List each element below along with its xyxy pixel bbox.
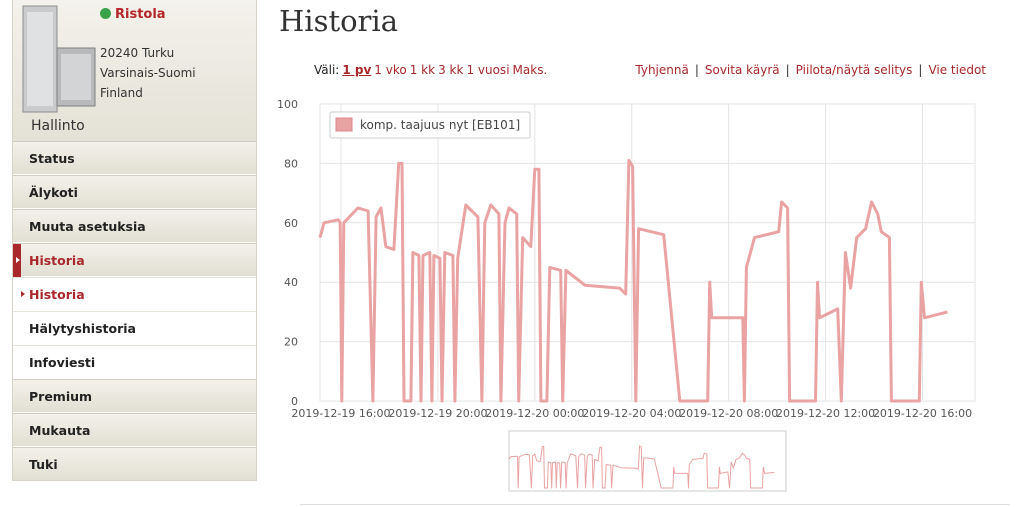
menu-item[interactable]: Historia xyxy=(13,243,256,277)
action-link[interactable]: Vie tiedot xyxy=(928,63,986,77)
range-option[interactable]: 1 pv xyxy=(342,63,372,77)
sidebar: Ristola 20240 Turku Varsinais-Suomi Finl… xyxy=(12,0,257,481)
data-line xyxy=(318,158,948,403)
y-tick-label: 80 xyxy=(284,157,298,170)
pump-image xyxy=(22,5,96,113)
menu-item[interactable]: Tuki xyxy=(13,447,256,480)
x-tick-label: 2019-12-20 00:00 xyxy=(485,407,584,420)
address-line: Varsinais-Suomi xyxy=(100,66,196,80)
address-line: Finland xyxy=(100,86,143,100)
action-link[interactable]: Sovita käyrä xyxy=(704,63,780,77)
menu-item[interactable]: Premium xyxy=(13,379,256,412)
y-tick-label: 40 xyxy=(284,276,298,289)
action-link[interactable]: Tyhjennä xyxy=(635,63,689,77)
caption: Hallinto xyxy=(31,118,85,134)
range-option[interactable]: 3 kk xyxy=(438,63,464,77)
x-tick-label: 2019-12-20 12:00 xyxy=(776,407,875,420)
menu-item[interactable]: Mukauta xyxy=(13,413,256,446)
actions: Tyhjennä | Sovita käyrä | Piilota/näytä seli… xyxy=(635,63,986,77)
address-line: 20240 Turku xyxy=(100,46,175,60)
x-tick-label: 2019-12-19 20:00 xyxy=(388,407,487,420)
range-option[interactable]: 1 vko xyxy=(374,63,407,77)
y-tick-label: 20 xyxy=(284,336,298,349)
range-selector: Väli: 1 pv 1 vko 1 kk 3 kk 1 vuosi Maks. xyxy=(314,63,547,77)
y-tick-label: 100 xyxy=(277,98,298,111)
x-tick-label: 2019-12-20 08:00 xyxy=(679,407,778,420)
menu-item[interactable]: Hälytyshistoria xyxy=(13,311,256,344)
range-option[interactable]: Maks. xyxy=(512,63,548,77)
action-link[interactable]: Piilota/näytä selitys xyxy=(795,63,913,77)
menu-item[interactable]: Status xyxy=(13,141,256,174)
divider xyxy=(300,504,1010,505)
x-tick-label: 2019-12-20 16:00 xyxy=(873,407,972,420)
navigator xyxy=(508,430,787,492)
legend-box xyxy=(329,111,531,139)
range-option[interactable]: 1 kk xyxy=(409,63,436,77)
legend-label: komp. taajuus nyt [EB101] xyxy=(360,118,520,132)
y-tick-label: 60 xyxy=(284,217,298,230)
menu-item[interactable]: Infoviesti xyxy=(13,345,256,378)
profile: Ristola 20240 Turku Varsinais-Suomi Finl… xyxy=(13,0,256,141)
menu-item[interactable]: Muuta asetuksia xyxy=(13,209,256,242)
navigator-line xyxy=(508,445,775,489)
separator: | xyxy=(694,63,699,77)
menu-item[interactable]: Älykoti xyxy=(13,175,256,208)
legend-swatch xyxy=(335,117,353,132)
plot-area xyxy=(319,103,976,402)
separator: | xyxy=(918,63,923,77)
range-option[interactable]: 1 vuosi xyxy=(466,63,510,77)
x-tick-label: 2019-12-19 16:00 xyxy=(291,407,390,420)
menu-item[interactable]: Historia xyxy=(13,277,256,310)
separator: | xyxy=(785,63,790,77)
x-tick-label: 2019-12-20 04:00 xyxy=(582,407,681,420)
range-label: Väli: xyxy=(314,63,340,77)
page-title: Historia xyxy=(279,4,398,38)
profile-name[interactable]: Ristola xyxy=(100,7,166,22)
y-tick-label: 0 xyxy=(291,395,298,408)
